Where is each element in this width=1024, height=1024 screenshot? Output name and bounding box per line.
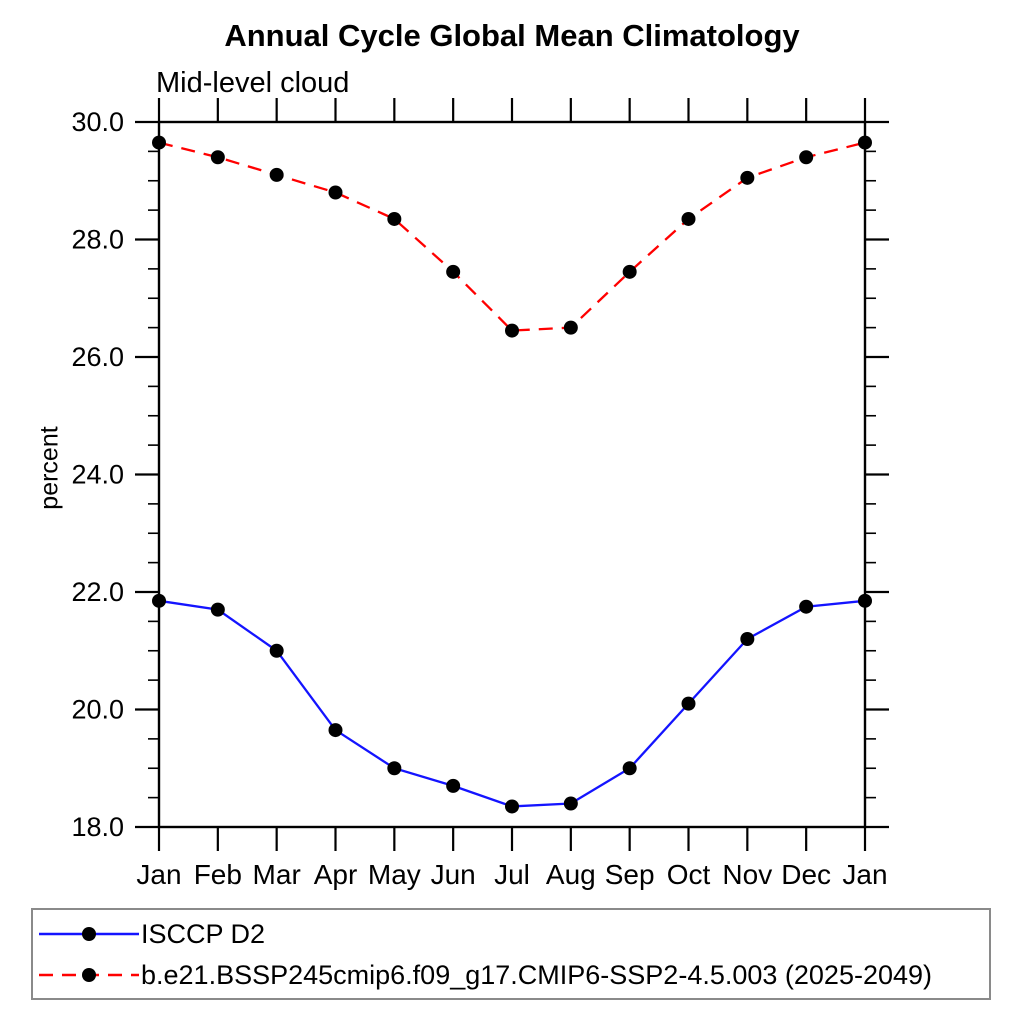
x-tick-label: Feb [194,859,242,890]
data-point-marker [269,167,284,182]
legend-marker-dot [82,926,96,941]
axis-box [157,120,867,829]
legend-line-sample-dashed [39,967,139,982]
data-point-marker [622,264,637,279]
series-line-0 [158,599,866,808]
legend-label-model: b.e21.BSSP245cmip6.f09_g17.CMIP6-SSP2-4.… [141,959,933,990]
data-point-marker [740,632,755,646]
x-tick-label: Dec [781,859,831,890]
y-tick-label: 20.0 [71,695,124,725]
data-point-marker [563,796,578,811]
y-tick-label: 22.0 [71,577,124,607]
x-tick-label: Oct [667,859,711,890]
data-point-marker [152,135,166,150]
data-point-marker [328,185,343,200]
data-point-marker [505,799,519,814]
data-point-marker [446,264,461,279]
data-point-marker [799,150,814,165]
x-tick-label: Sep [605,859,655,890]
data-point-marker [210,602,225,617]
data-point-marker [622,761,637,776]
data-point-marker [681,211,696,226]
y-tick-label: 26.0 [71,342,124,372]
x-tick-label: Jan [136,859,181,890]
data-point-marker [387,211,402,226]
data-point-marker [681,696,696,711]
legend-line-sample-solid [39,926,139,941]
legend-item-isccp: ISCCP D2 [33,917,989,951]
data-point-marker [387,761,402,776]
x-tick-label: Aug [546,859,596,890]
legend-box: ISCCP D2 b.e21.BSSP245cmip6.f09_g17.CMIP… [31,908,991,1000]
chart-subtitle: Mid-level cloud [156,67,350,99]
data-point-marker [446,778,461,793]
x-tick-label: Apr [314,859,358,890]
data-point-marker [269,643,284,658]
y-tick-label: 28.0 [71,225,124,255]
y-tick-label: 24.0 [71,460,124,490]
data-point-marker [505,323,519,338]
data-point-marker [858,135,872,150]
data-point-marker [799,599,814,614]
legend-item-model: b.e21.BSSP245cmip6.f09_g17.CMIP6-SSP2-4.… [33,958,989,992]
data-point-marker [740,170,755,185]
legend-marker-dot [82,967,96,982]
data-point-marker [152,593,166,608]
data-point-marker [858,593,872,608]
data-point-marker [328,723,343,738]
x-tick-label: Jan [842,859,887,890]
x-tick-label: May [368,859,421,890]
legend-label-isccp: ISCCP D2 [141,918,266,949]
y-tick-label: 18.0 [71,812,124,842]
chart-title: Annual Cycle Global Mean Climatology [224,18,800,53]
data-point-marker [563,320,578,335]
x-tick-label: Jul [494,859,530,890]
y-tick-label: 30.0 [71,107,124,137]
x-tick-label: Mar [253,859,301,890]
data-point-marker [210,150,225,165]
x-tick-label: Nov [722,859,772,890]
x-tick-label: Jun [431,859,476,890]
series-line-1 [158,141,866,332]
